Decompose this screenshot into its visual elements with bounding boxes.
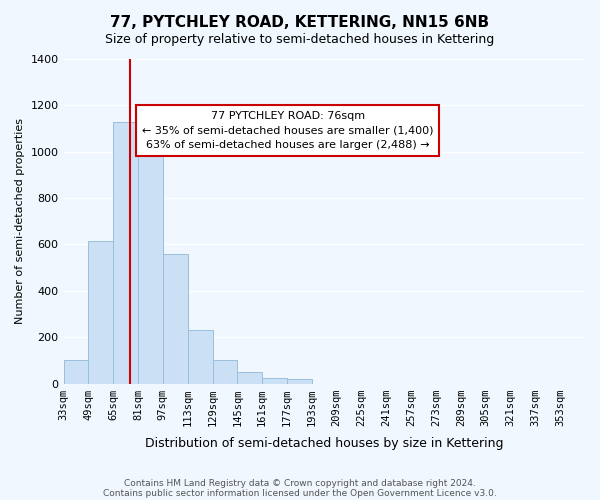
Bar [163,254,188,384]
Bar [88,241,113,384]
Text: Size of property relative to semi-detached houses in Kettering: Size of property relative to semi-detach… [106,32,494,46]
Bar [262,378,287,384]
Bar [113,122,138,384]
Bar [188,330,212,384]
Bar [212,360,238,384]
Y-axis label: Number of semi-detached properties: Number of semi-detached properties [15,118,25,324]
Bar [287,379,312,384]
Bar [238,372,262,384]
Text: Contains HM Land Registry data © Crown copyright and database right 2024.: Contains HM Land Registry data © Crown c… [124,478,476,488]
Text: 77, PYTCHLEY ROAD, KETTERING, NN15 6NB: 77, PYTCHLEY ROAD, KETTERING, NN15 6NB [110,15,490,30]
X-axis label: Distribution of semi-detached houses by size in Kettering: Distribution of semi-detached houses by … [145,437,503,450]
Bar [138,122,163,384]
Text: Contains public sector information licensed under the Open Government Licence v3: Contains public sector information licen… [103,488,497,498]
Bar [64,360,88,384]
Text: 77 PYTCHLEY ROAD: 76sqm
← 35% of semi-detached houses are smaller (1,400)
63% of: 77 PYTCHLEY ROAD: 76sqm ← 35% of semi-de… [142,110,434,150]
